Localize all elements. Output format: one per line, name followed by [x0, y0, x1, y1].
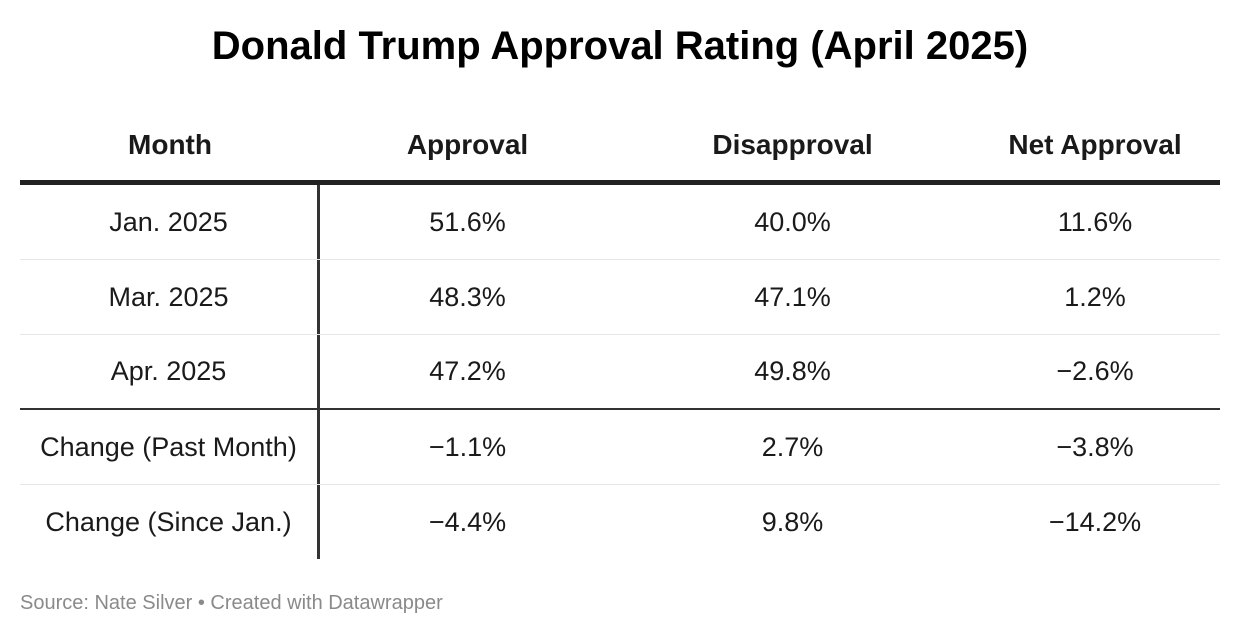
column-header-approval: Approval — [406, 129, 529, 160]
column-header-disapproval: Disapproval — [712, 129, 873, 160]
net-approval-cell: −2.6% — [1056, 356, 1134, 386]
disapproval-cell: 9.8% — [761, 506, 824, 537]
row-label: Change (Since Jan.) — [20, 485, 320, 559]
net-approval-cell: 1.2% — [1064, 281, 1126, 312]
table-row: Jan. 2025 51.6% 40.0% 11.6% — [20, 185, 1220, 260]
source-note: Source: Nate Silver • Created with Dataw… — [20, 592, 443, 614]
approval-cell: 48.3% — [429, 281, 506, 312]
row-label: Jan. 2025 — [20, 185, 320, 259]
table-header-row: Month Approval Disapproval Net Approval — [20, 110, 1220, 185]
net-approval-cell: 11.6% — [1057, 206, 1133, 237]
column-header-net-approval: Net Approval — [1008, 129, 1182, 160]
disapproval-cell: 49.8% — [754, 356, 831, 386]
column-header-month: Month — [128, 129, 212, 160]
table-row: Mar. 2025 48.3% 47.1% 1.2% — [20, 260, 1220, 335]
row-label: Mar. 2025 — [20, 260, 320, 334]
row-label: Apr. 2025 — [20, 335, 320, 408]
net-approval-cell: −3.8% — [1056, 431, 1134, 462]
approval-cell: 51.6% — [429, 206, 506, 237]
table-row: Change (Past Month) −1.1% 2.7% −3.8% — [20, 410, 1220, 485]
approval-cell: 47.2% — [429, 356, 506, 386]
disapproval-cell: 40.0% — [754, 206, 831, 237]
approval-cell: −1.1% — [428, 431, 507, 462]
approval-table: Month Approval Disapproval Net Approval … — [20, 110, 1220, 559]
table-row: Apr. 2025 47.2% 49.8% −2.6% — [20, 335, 1220, 410]
row-label: Change (Past Month) — [20, 410, 320, 484]
approval-cell: −4.4% — [428, 506, 507, 537]
page-title: Donald Trump Approval Rating (April 2025… — [211, 24, 1029, 68]
disapproval-cell: 47.1% — [754, 281, 831, 312]
disapproval-cell: 2.7% — [761, 431, 824, 462]
table-row: Change (Since Jan.) −4.4% 9.8% −14.2% — [20, 485, 1220, 559]
net-approval-cell: −14.2% — [1048, 506, 1142, 537]
